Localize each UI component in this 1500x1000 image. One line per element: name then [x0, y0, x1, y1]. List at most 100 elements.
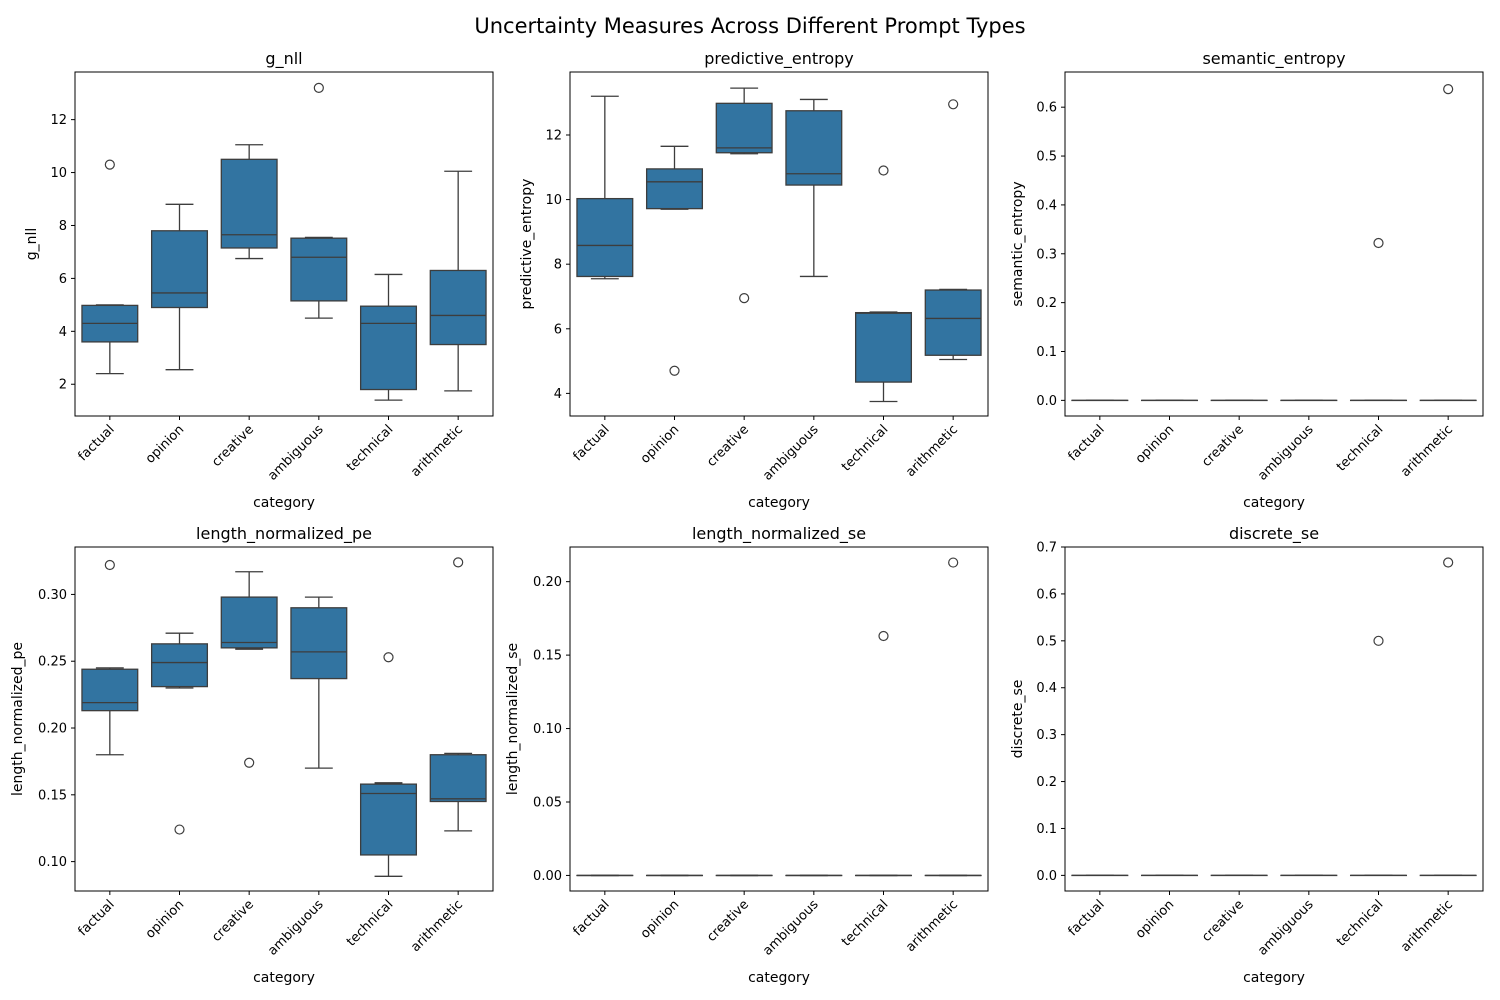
x-tick-label: technical — [1334, 897, 1386, 949]
box-creative — [220, 144, 278, 260]
y-tick-label: 0.15 — [533, 649, 562, 664]
y-tick-label: 0.3 — [1036, 728, 1057, 743]
box-ambiguous — [785, 98, 843, 278]
outlier-point — [1373, 237, 1384, 249]
box-body — [429, 754, 487, 803]
box-body — [81, 668, 139, 712]
box-body — [150, 643, 209, 688]
outlier-point — [453, 557, 464, 568]
box-arithmetic — [1419, 557, 1477, 877]
x-tick-label: creative — [704, 422, 752, 470]
y-axis-label: length_normalized_se — [505, 643, 521, 795]
outlier-point — [948, 99, 959, 110]
outlier-point — [313, 82, 324, 93]
y-tick-label: 10 — [50, 166, 67, 181]
x-tick-label: opinion — [638, 897, 682, 941]
x-axis-label: category — [253, 495, 315, 511]
box-factual — [576, 95, 634, 280]
y-tick-label: 8 — [554, 258, 562, 273]
box-technical — [854, 165, 913, 403]
outlier-point — [739, 293, 750, 304]
outlier-point — [1443, 84, 1454, 95]
box-body — [924, 289, 982, 356]
box-factual — [81, 559, 139, 756]
x-axis-label: category — [1243, 970, 1305, 986]
subplot-g-nll: g_nll 2 4 6 8 10 12 factual opinion creative ambig… — [24, 49, 494, 511]
y-tick-label: 6 — [59, 272, 67, 287]
outlier-point — [669, 365, 680, 376]
y-tick-label: 0.10 — [38, 855, 67, 870]
x-axis-label: category — [748, 970, 810, 986]
box-ambiguous — [290, 82, 348, 319]
outlier-point — [383, 652, 394, 663]
x-tick-label: technical — [839, 897, 891, 949]
subplot-title: discrete_se — [1229, 524, 1319, 544]
box-body — [359, 305, 418, 391]
y-tick-label: 0.5 — [1036, 634, 1057, 649]
y-tick-label: 0.4 — [1036, 198, 1057, 213]
box-body — [290, 607, 348, 680]
subplot-length-normalized-se: length_normalized_se 0.00 0.05 0.10 0.15 0.20… — [505, 524, 989, 986]
y-tick-label: 8 — [59, 219, 67, 234]
outlier-point — [174, 824, 185, 835]
subplot-title: predictive_entropy — [704, 49, 854, 69]
y-tick-label: 6 — [554, 322, 562, 337]
y-tick-label: 0.1 — [1036, 345, 1057, 360]
y-tick-label: 0.3 — [1036, 247, 1057, 262]
box-body — [854, 311, 913, 383]
outlier-point — [244, 757, 255, 768]
y-tick-label: 2 — [59, 378, 67, 393]
y-axis-label: g_nll — [24, 228, 40, 261]
box-body — [429, 269, 487, 346]
x-tick-label: factual — [76, 897, 118, 939]
box-technical — [1349, 237, 1408, 402]
x-tick-label: creative — [704, 897, 752, 945]
x-tick-label: arithmetic — [1398, 422, 1456, 480]
axes-frame — [1064, 546, 1484, 892]
y-axis-label: predictive_entropy — [519, 179, 535, 310]
y-tick-label: 12 — [50, 113, 67, 128]
box-body — [359, 783, 418, 856]
y-tick-label: 0.30 — [38, 588, 67, 603]
x-tick-label: technical — [839, 422, 891, 474]
x-tick-label: arithmetic — [1398, 897, 1456, 955]
y-tick-label: 0.2 — [1036, 296, 1057, 311]
y-tick-label: 0.6 — [1036, 587, 1057, 602]
y-tick-label: 0.6 — [1036, 101, 1057, 116]
x-tick-label: arithmetic — [408, 422, 466, 480]
x-tick-label: arithmetic — [408, 897, 466, 955]
outlier-point — [1373, 635, 1384, 646]
y-tick-label: 10 — [545, 193, 562, 208]
box-arithmetic — [924, 99, 982, 361]
axes-frame — [74, 71, 494, 417]
y-tick-label: 0.0 — [1036, 869, 1057, 884]
outlier-point — [1443, 557, 1454, 568]
y-tick-label: 0.5 — [1036, 150, 1057, 165]
subplot-title: length_normalized_se — [692, 524, 866, 544]
box-arithmetic — [1419, 84, 1477, 402]
y-tick-label: 0.0 — [1036, 394, 1057, 409]
outlier-point — [104, 559, 115, 571]
y-tick-label: 0.20 — [38, 722, 67, 737]
x-tick-label: factual — [571, 897, 613, 939]
x-tick-label: creative — [1199, 422, 1247, 470]
x-tick-label: ambiguous — [1255, 422, 1317, 484]
y-tick-label: 0.20 — [533, 575, 562, 590]
axes-frame — [569, 71, 989, 417]
x-tick-label: factual — [76, 422, 118, 464]
box-body — [576, 197, 634, 278]
x-tick-label: opinion — [638, 422, 682, 466]
box-arithmetic — [429, 170, 487, 392]
box-creative — [715, 87, 773, 304]
y-tick-label: 0.4 — [1036, 681, 1057, 696]
y-axis-label: length_normalized_pe — [10, 642, 26, 796]
y-tick-label: 0.2 — [1036, 775, 1057, 790]
subplot-length-normalized-pe: length_normalized_pe 0.10 0.15 0.20 0.25 0.30… — [10, 524, 494, 986]
box-body — [150, 230, 209, 309]
box-technical — [359, 273, 418, 401]
x-tick-label: technical — [344, 422, 396, 474]
y-tick-label: 0.05 — [533, 795, 562, 810]
x-tick-label: ambiguous — [265, 422, 327, 484]
x-tick-label: opinion — [143, 897, 187, 941]
